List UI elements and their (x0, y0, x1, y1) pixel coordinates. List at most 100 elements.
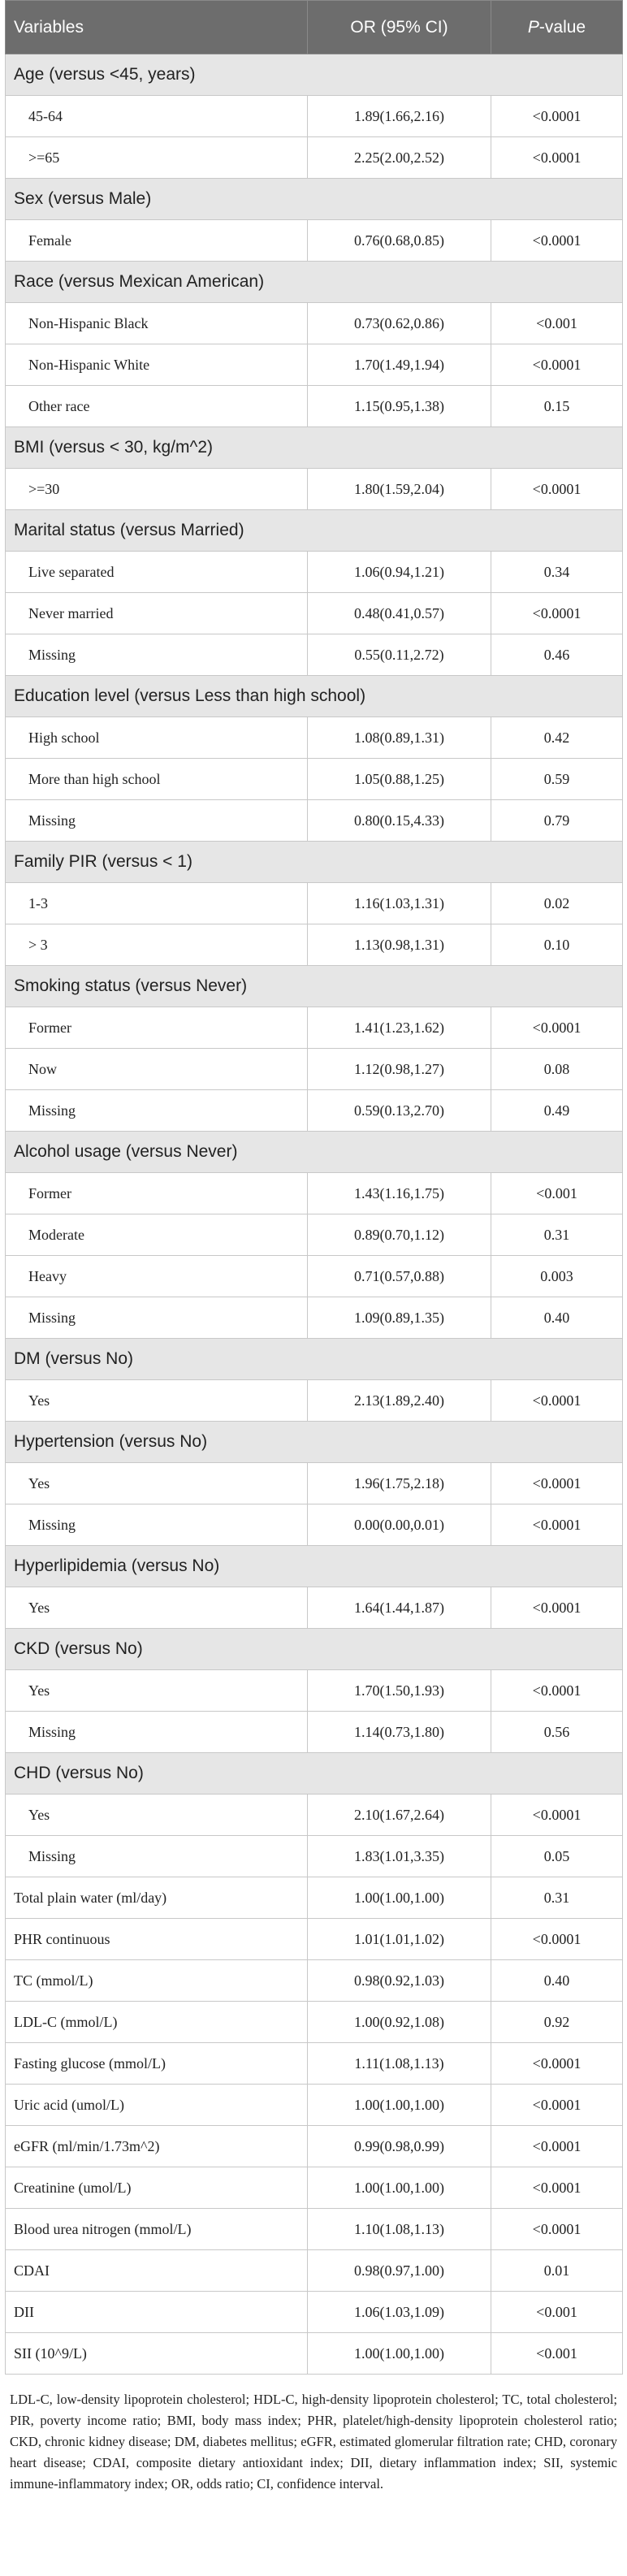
row-p-value: <0.001 (491, 2332, 623, 2375)
row-p-value: 0.003 (491, 1255, 623, 1297)
table-container: Variables OR (95% CI) P-value Age (versu… (5, 0, 623, 2495)
row-or-ci: 1.80(1.59,2.04) (307, 468, 491, 510)
table-row: TC (mmol/L) 0.98(0.92,1.03) 0.40 (5, 1959, 623, 2002)
row-label: Missing (5, 1297, 308, 1339)
group-title: Hypertension (versus No) (5, 1421, 623, 1463)
row-p-value: 0.10 (491, 924, 623, 966)
header-p-value: P-value (491, 0, 623, 54)
table-row: DII 1.06(1.03,1.09) <0.001 (5, 2291, 623, 2333)
row-p-value: 0.79 (491, 799, 623, 842)
row-or-ci: 1.10(1.08,1.13) (307, 2208, 491, 2250)
table-row: Missing 0.55(0.11,2.72) 0.46 (5, 634, 623, 676)
row-label: Moderate (5, 1214, 308, 1256)
row-or-ci: 1.00(1.00,1.00) (307, 2167, 491, 2209)
row-p-value: 0.59 (491, 758, 623, 800)
row-label: PHR continuous (5, 1918, 308, 1960)
group-title: Race (versus Mexican American) (5, 261, 623, 303)
table-row: Fasting glucose (mmol/L) 1.11(1.08,1.13) <… (5, 2042, 623, 2085)
row-label: Now (5, 1048, 308, 1090)
row-p-value: <0.0001 (491, 592, 623, 634)
table-row: Missing 1.83(1.01,3.35) 0.05 (5, 1835, 623, 1877)
row-p-value: 0.31 (491, 1214, 623, 1256)
row-label: Former (5, 1172, 308, 1214)
row-label: Other race (5, 385, 308, 427)
table-row: Blood urea nitrogen (mmol/L) 1.10(1.08,1.… (5, 2208, 623, 2250)
row-label: eGFR (ml/min/1.73m^2) (5, 2125, 308, 2167)
row-label: Never married (5, 592, 308, 634)
table-body: Age (versus <45, years) 45-64 1.89(1.66,2.… (5, 54, 623, 2375)
table-row: Former 1.43(1.16,1.75) <0.001 (5, 1172, 623, 1214)
group-title: CHD (versus No) (5, 1752, 623, 1795)
table-row: Now 1.12(0.98,1.27) 0.08 (5, 1048, 623, 1090)
table-row: Yes 1.96(1.75,2.18) <0.0001 (5, 1462, 623, 1504)
table-row: Missing 0.00(0.00,0.01) <0.0001 (5, 1504, 623, 1546)
row-p-value: <0.0001 (491, 1669, 623, 1712)
row-label: Yes (5, 1462, 308, 1504)
table-row: Non-Hispanic White 1.70(1.49,1.94) <0.0001 (5, 344, 623, 386)
row-or-ci: 0.71(0.57,0.88) (307, 1255, 491, 1297)
row-label: 45-64 (5, 95, 308, 137)
table-row: More than high school 1.05(0.88,1.25) 0.59 (5, 758, 623, 800)
row-p-value: <0.0001 (491, 2042, 623, 2085)
table-row: Never married 0.48(0.41,0.57) <0.0001 (5, 592, 623, 634)
row-p-value: <0.0001 (491, 136, 623, 179)
row-p-value: 0.08 (491, 1048, 623, 1090)
row-or-ci: 2.10(1.67,2.64) (307, 1794, 491, 1836)
row-or-ci: 1.83(1.01,3.35) (307, 1835, 491, 1877)
row-or-ci: 0.48(0.41,0.57) (307, 592, 491, 634)
row-or-ci: 1.41(1.23,1.62) (307, 1007, 491, 1049)
table-row: LDL-C (mmol/L) 1.00(0.92,1.08) 0.92 (5, 2001, 623, 2043)
row-p-value: <0.0001 (491, 219, 623, 262)
row-p-value: 0.40 (491, 1959, 623, 2002)
table-row: Total plain water (ml/day) 1.00(1.00,1.00… (5, 1877, 623, 1919)
table-row: 45-64 1.89(1.66,2.16) <0.0001 (5, 95, 623, 137)
group-title: Sex (versus Male) (5, 178, 623, 220)
group-header-row: Sex (versus Male) (5, 178, 623, 220)
row-label: Creatinine (umol/L) (5, 2167, 308, 2209)
table-row: Missing 0.80(0.15,4.33) 0.79 (5, 799, 623, 842)
row-label: Uric acid (umol/L) (5, 2084, 308, 2126)
row-label: >=65 (5, 136, 308, 179)
row-p-value: 0.49 (491, 1089, 623, 1132)
group-header-row: Age (versus <45, years) (5, 54, 623, 96)
row-label: >=30 (5, 468, 308, 510)
row-p-value: 0.34 (491, 551, 623, 593)
header-or-ci: OR (95% CI) (307, 0, 491, 54)
group-header-row: CKD (versus No) (5, 1628, 623, 1670)
table-row: Heavy 0.71(0.57,0.88) 0.003 (5, 1255, 623, 1297)
row-or-ci: 1.05(0.88,1.25) (307, 758, 491, 800)
table-row: SII (10^9/L) 1.00(1.00,1.00) <0.001 (5, 2332, 623, 2375)
table-row: Yes 2.10(1.67,2.64) <0.0001 (5, 1794, 623, 1836)
row-p-value: <0.0001 (491, 2208, 623, 2250)
group-title: BMI (versus < 30, kg/m^2) (5, 426, 623, 469)
group-header-row: Marital status (versus Married) (5, 509, 623, 552)
row-or-ci: 1.00(1.00,1.00) (307, 1877, 491, 1919)
row-or-ci: 0.80(0.15,4.33) (307, 799, 491, 842)
row-p-value: 0.92 (491, 2001, 623, 2043)
group-header-row: Hyperlipidemia (versus No) (5, 1545, 623, 1587)
row-p-value: <0.0001 (491, 1918, 623, 1960)
row-label: Yes (5, 1587, 308, 1629)
row-p-value: 0.15 (491, 385, 623, 427)
row-or-ci: 2.13(1.89,2.40) (307, 1379, 491, 1422)
row-label: > 3 (5, 924, 308, 966)
header-p-italic: P (527, 17, 539, 37)
row-or-ci: 1.11(1.08,1.13) (307, 2042, 491, 2085)
table-row: Yes 1.64(1.44,1.87) <0.0001 (5, 1587, 623, 1629)
row-or-ci: 0.59(0.13,2.70) (307, 1089, 491, 1132)
row-p-value: <0.001 (491, 2291, 623, 2333)
row-p-value: <0.0001 (491, 2125, 623, 2167)
table-row: Uric acid (umol/L) 1.00(1.00,1.00) <0.0001 (5, 2084, 623, 2126)
table-footnote: LDL-C, low-density lipoprotein cholester… (10, 2392, 617, 2492)
row-label: Non-Hispanic White (5, 344, 308, 386)
row-or-ci: 0.55(0.11,2.72) (307, 634, 491, 676)
row-label: Blood urea nitrogen (mmol/L) (5, 2208, 308, 2250)
group-header-row: DM (versus No) (5, 1338, 623, 1380)
row-label: Missing (5, 634, 308, 676)
table-row: Missing 0.59(0.13,2.70) 0.49 (5, 1089, 623, 1132)
table-row: Non-Hispanic Black 0.73(0.62,0.86) <0.001 (5, 302, 623, 344)
row-label: LDL-C (mmol/L) (5, 2001, 308, 2043)
group-title: Smoking status (versus Never) (5, 965, 623, 1007)
row-p-value: <0.0001 (491, 2084, 623, 2126)
table-header-row: Variables OR (95% CI) P-value (5, 0, 623, 54)
